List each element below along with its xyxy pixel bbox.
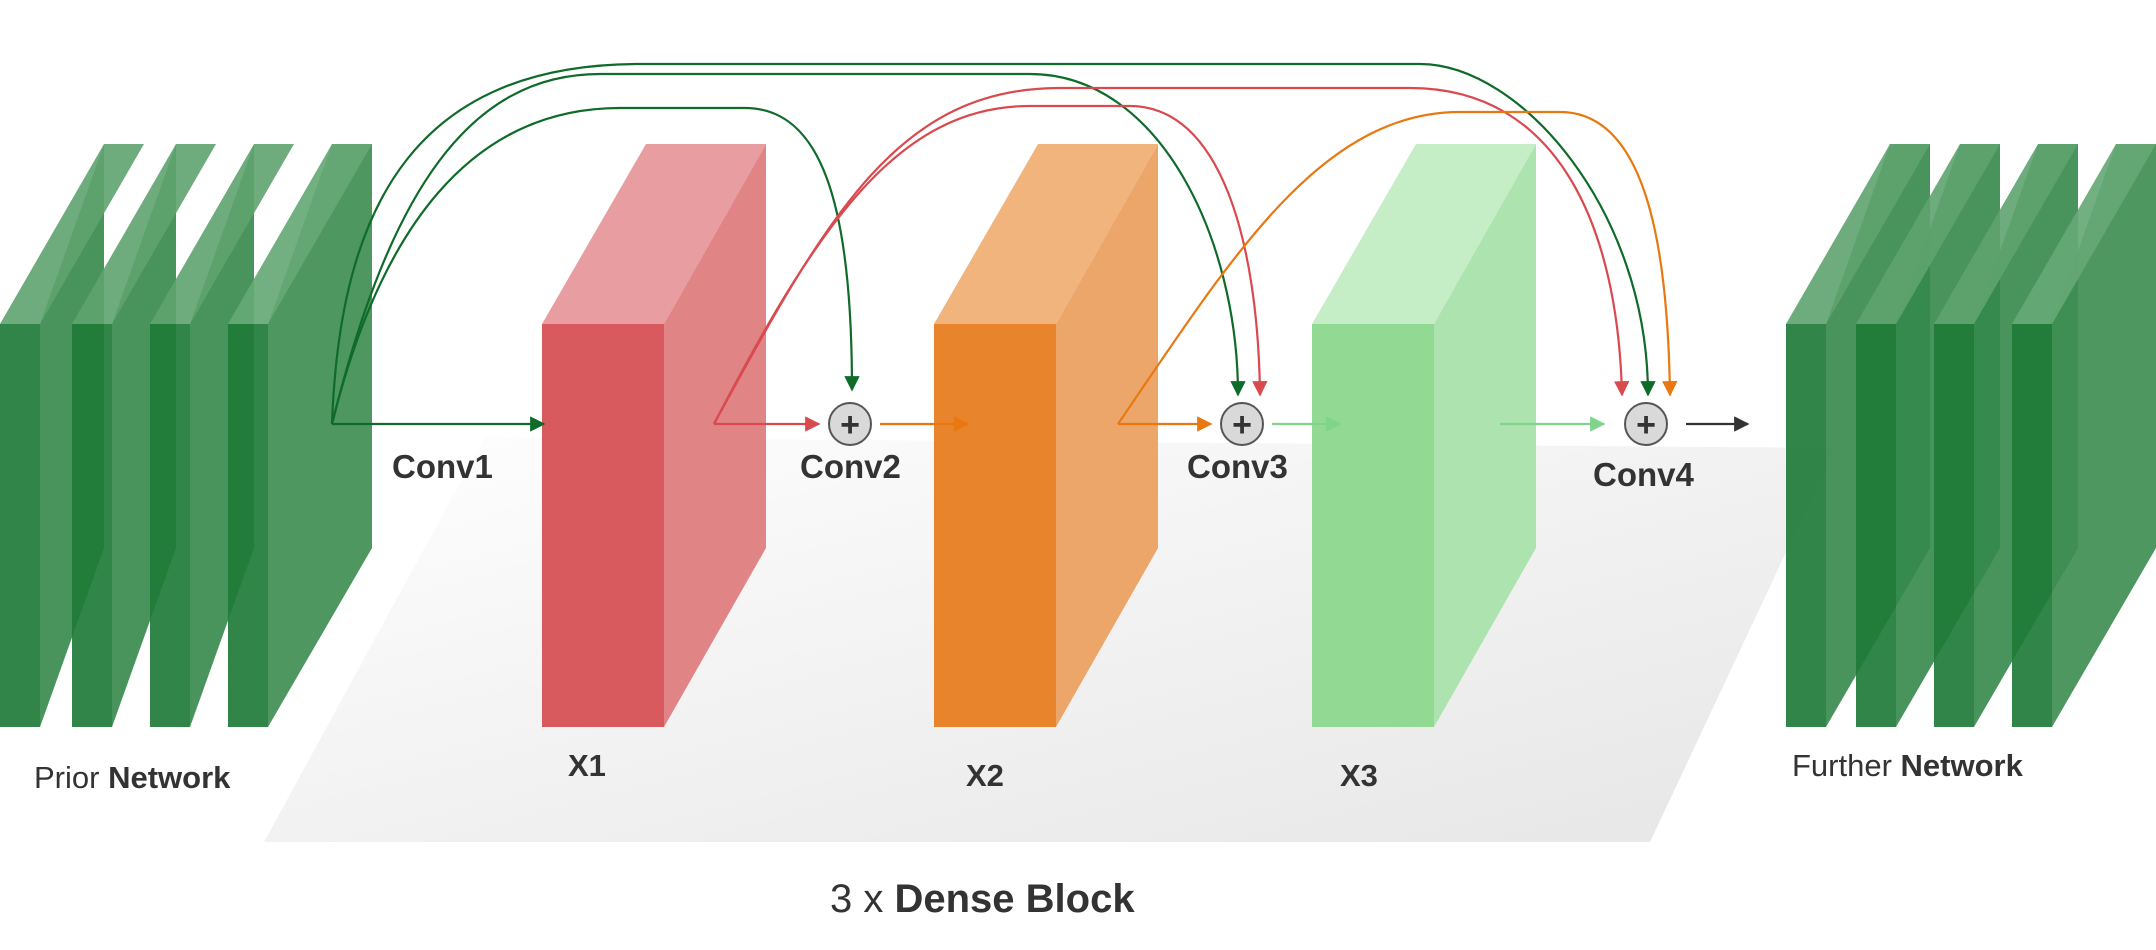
further-network-layers <box>1786 144 2156 727</box>
prior-network-bold: Network <box>108 760 231 795</box>
skip-prior-to-conv2 <box>330 106 860 425</box>
further-slab-4 <box>2012 144 2156 727</box>
x2-block <box>934 144 1158 727</box>
skip-prior-to-conv3 <box>330 72 1246 425</box>
further-network-label: Further Network <box>1792 748 2024 783</box>
plus-icon: + <box>1232 406 1252 444</box>
x2-label: X2 <box>966 758 1004 793</box>
dense-block-prefix: 3 x <box>830 877 894 921</box>
x1-label: X1 <box>568 748 606 783</box>
further-network-bold: Network <box>1901 748 2024 783</box>
dense-block-bold: Dense Block <box>894 877 1135 921</box>
conv2-label: Conv2 <box>800 448 901 485</box>
conv3-sum-node: + <box>1220 402 1264 446</box>
conv2-sum-node: + <box>828 402 872 446</box>
plus-icon: + <box>840 406 860 444</box>
skip-prior-to-conv4 <box>330 62 1656 425</box>
prior-slab-4 <box>228 144 372 727</box>
x1-block <box>542 144 766 727</box>
conv4-sum-node: + <box>1624 402 1668 446</box>
prior-network-label: Prior Network <box>34 760 231 795</box>
x3-label: X3 <box>1340 758 1378 793</box>
connection-arrows <box>330 62 1750 432</box>
plus-icon: + <box>1636 406 1656 444</box>
conv1-label: Conv1 <box>392 448 493 485</box>
prior-network-layers <box>0 144 372 727</box>
further-network-prefix: Further <box>1792 748 1901 783</box>
x3-block <box>1312 144 1536 727</box>
dense-block-caption: 3 x Dense Block <box>830 877 1135 921</box>
conv4-label: Conv4 <box>1593 456 1695 493</box>
skip-x2-to-conv4 <box>1117 110 1678 425</box>
skip-x1-to-conv4 <box>713 86 1630 425</box>
conv3-label: Conv3 <box>1187 448 1288 485</box>
prior-network-prefix: Prior <box>34 760 108 795</box>
